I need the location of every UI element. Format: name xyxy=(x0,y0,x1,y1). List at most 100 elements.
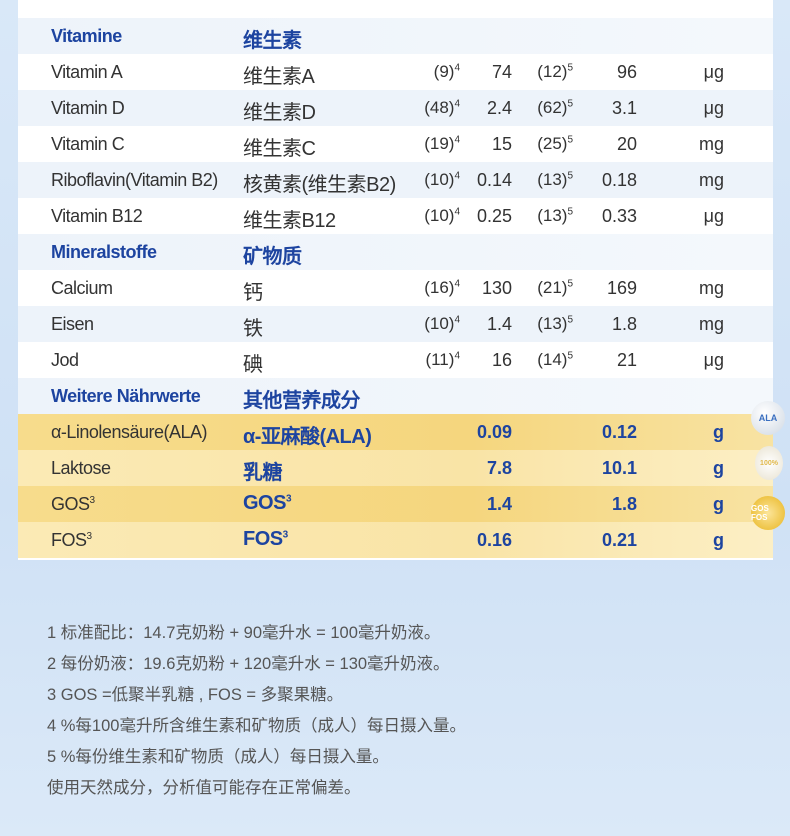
footnote: 4 %每100毫升所含维生素和矿物质（成人）每日摄入量。 xyxy=(47,717,466,735)
unit: μg xyxy=(703,62,724,82)
daily-ref-per-100ml: (10)4 xyxy=(424,314,460,333)
section-title-en: Weitere Nährwerte xyxy=(51,386,201,406)
nutrient-name-en: Vitamin C xyxy=(51,134,125,154)
table-row: Riboflavin(Vitamin B2) 核黄素(维生素B2) (10)4 (13… xyxy=(18,162,773,198)
daily-ref-per-serving: (25)5 xyxy=(537,134,573,153)
value-per-serving: 0.18 xyxy=(601,170,637,190)
nutrient-name-zh: α-亚麻酸(ALA) xyxy=(243,426,372,448)
nutrient-name-en: Laktose xyxy=(51,458,111,478)
nutrient-name-en: α-Linolensäure(ALA) xyxy=(51,422,208,442)
table-row: Jod 碘 (11)4 (14)5 16 21 μg xyxy=(18,342,773,378)
value-per-serving: 0.33 xyxy=(601,206,637,226)
table-row: Vitamin A 维生素A (9)4 (12)5 74 96 μg xyxy=(18,54,773,90)
unit: mg xyxy=(698,170,724,190)
value-per-100ml: 2.4 xyxy=(486,98,512,118)
value-per-100ml: 1.4 xyxy=(486,494,512,514)
nutrient-name-en: Vitamin B12 xyxy=(51,206,143,226)
daily-ref-per-serving: (21)5 xyxy=(537,278,573,297)
section-header: Weitere Nährwerte 其他营养成分 xyxy=(18,378,773,414)
gos-fos-badge: GOS FOS xyxy=(751,496,785,530)
unit: g xyxy=(713,494,724,514)
nutrient-name-zh: FOS3 xyxy=(243,528,288,550)
unit: g xyxy=(713,458,724,478)
value-per-serving: 10.1 xyxy=(601,458,637,478)
ala-badge: ALA xyxy=(751,401,785,435)
daily-ref-per-serving: (14)5 xyxy=(537,350,573,369)
footnotes: 1 标准配比：14.7克奶粉 + 90毫升水 = 100毫升奶液。 2 每份奶液… xyxy=(47,618,466,804)
daily-ref-per-serving: (12)5 xyxy=(537,62,573,81)
daily-ref-per-100ml: (9)4 xyxy=(433,62,460,81)
section-title-zh: 维生素 xyxy=(243,30,302,52)
unit: μg xyxy=(703,98,724,118)
section-title-en: Vitamine xyxy=(51,26,122,46)
table-row: Vitamin C 维生素C (19)4 (25)5 15 20 mg xyxy=(18,126,773,162)
value-per-serving: 96 xyxy=(616,62,637,82)
nutrient-name-en: Riboflavin(Vitamin B2) xyxy=(51,170,218,190)
footnote: 2 每份奶液：19.6克奶粉 + 120毫升水 = 130毫升奶液。 xyxy=(47,655,450,673)
nutrient-name-en: Vitamin A xyxy=(51,62,123,82)
nutrient-name-zh: 维生素C xyxy=(243,138,316,160)
daily-ref-per-100ml: (11)4 xyxy=(425,350,460,369)
value-per-serving: 1.8 xyxy=(611,314,637,334)
daily-ref-per-100ml: (19)4 xyxy=(424,134,460,153)
value-per-serving: 0.12 xyxy=(601,422,637,442)
nutrient-name-en: FOS3 xyxy=(51,530,92,550)
unit: mg xyxy=(698,278,724,298)
value-per-100ml: 74 xyxy=(491,62,512,82)
value-per-100ml: 7.8 xyxy=(486,458,512,478)
unit: μg xyxy=(703,206,724,226)
nutrient-name-en: Calcium xyxy=(51,278,113,298)
daily-ref-per-serving: (13)5 xyxy=(537,206,573,225)
nutrient-name-zh: 碘 xyxy=(243,354,263,376)
daily-ref-per-100ml: (10)4 xyxy=(424,170,460,189)
footnote: 使用天然成分，分析值可能存在正常偏差。 xyxy=(47,779,361,797)
table-row: Laktose 乳糖 7.8 10.1 g xyxy=(18,450,773,486)
table-row: GOS3 GOS3 1.4 1.8 g xyxy=(18,486,773,522)
nutrient-name-en: GOS3 xyxy=(51,494,95,514)
value-per-100ml: 0.25 xyxy=(476,206,512,226)
value-per-serving: 1.8 xyxy=(611,494,637,514)
value-per-serving: 169 xyxy=(606,278,637,298)
value-per-100ml: 1.4 xyxy=(486,314,512,334)
nutrient-name-zh: 维生素A xyxy=(243,66,315,88)
table-row: Eisen 铁 (10)4 (13)5 1.4 1.8 mg xyxy=(18,306,773,342)
value-per-100ml: 130 xyxy=(481,278,512,298)
milk-drop-badge: 100% xyxy=(755,446,783,480)
footnote: 1 标准配比：14.7克奶粉 + 90毫升水 = 100毫升奶液。 xyxy=(47,624,441,642)
section-header: Vitamine 维生素 xyxy=(18,18,773,54)
nutrient-name-en: Jod xyxy=(51,350,79,370)
table-row: FOS3 FOS3 0.16 0.21 g xyxy=(18,522,773,558)
section-header: Mineralstoffe 矿物质 xyxy=(18,234,773,270)
section-title-zh: 其他营养成分 xyxy=(243,390,361,412)
table-row: Calcium 钙 (16)4 (21)5 130 169 mg xyxy=(18,270,773,306)
unit: g xyxy=(713,530,724,550)
value-per-serving: 20 xyxy=(616,134,637,154)
daily-ref-per-serving: (13)5 xyxy=(537,170,573,189)
daily-ref-per-serving: (62)5 xyxy=(537,98,573,117)
table-row: Vitamin D 维生素D (48)4 (62)5 2.4 3.1 μg xyxy=(18,90,773,126)
section-title-zh: 矿物质 xyxy=(243,246,302,268)
value-per-serving: 0.21 xyxy=(601,530,637,550)
nutrient-name-zh: 维生素B12 xyxy=(243,210,336,232)
value-per-serving: 3.1 xyxy=(611,98,637,118)
table-row: Vitamin B12 维生素B12 (10)4 (13)5 0.25 0.33 μg xyxy=(18,198,773,234)
unit: mg xyxy=(698,134,724,154)
value-per-serving: 21 xyxy=(616,350,637,370)
daily-ref-per-serving: (13)5 xyxy=(537,314,573,333)
nutrient-name-zh: 乳糖 xyxy=(243,462,283,484)
value-per-100ml: 16 xyxy=(491,350,512,370)
footnote: 3 GOS =低聚半乳糖 , FOS = 多聚果糖。 xyxy=(47,686,344,704)
nutrient-name-zh: 核黄素(维生素B2) xyxy=(243,174,396,196)
nutrient-name-zh: GOS3 xyxy=(243,492,292,514)
daily-ref-per-100ml: (48)4 xyxy=(424,98,460,117)
value-per-100ml: 15 xyxy=(491,134,512,154)
unit: μg xyxy=(703,350,724,370)
unit: g xyxy=(713,422,724,442)
nutrient-name-en: Eisen xyxy=(51,314,94,334)
daily-ref-per-100ml: (10)4 xyxy=(424,206,460,225)
unit: mg xyxy=(698,314,724,334)
footnote: 5 %每份维生素和矿物质（成人）每日摄入量。 xyxy=(47,748,389,766)
value-per-100ml: 0.09 xyxy=(476,422,512,442)
section-title-en: Mineralstoffe xyxy=(51,242,157,262)
nutrition-table: Vitamine 维生素 Vitamin A 维生素A (9)4 (12)5 74 96 μg V… xyxy=(18,0,773,560)
